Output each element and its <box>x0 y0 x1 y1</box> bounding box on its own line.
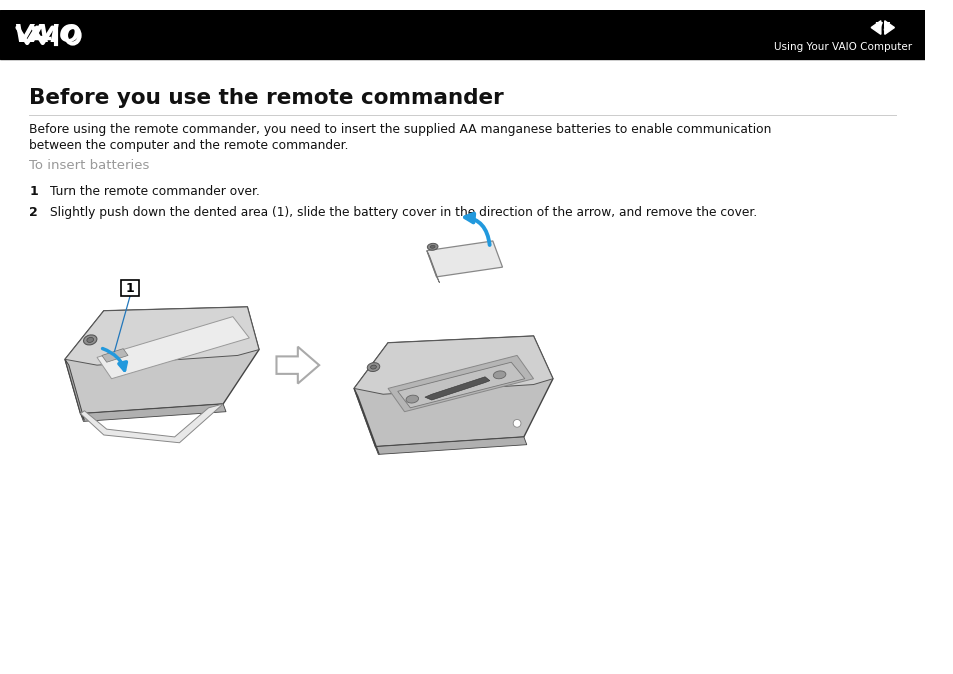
Polygon shape <box>426 241 502 277</box>
Ellipse shape <box>493 371 505 379</box>
Text: Turn the remote commander over.: Turn the remote commander over. <box>51 185 260 197</box>
Polygon shape <box>80 404 223 443</box>
Polygon shape <box>397 362 524 408</box>
Polygon shape <box>276 346 319 384</box>
Text: 75: 75 <box>873 21 891 34</box>
Polygon shape <box>65 307 259 365</box>
Polygon shape <box>388 355 533 412</box>
Ellipse shape <box>367 363 379 371</box>
Ellipse shape <box>370 365 376 369</box>
Polygon shape <box>102 348 128 362</box>
Polygon shape <box>426 251 439 282</box>
Text: Slightly push down the dented area (1), slide the battery cover in the direction: Slightly push down the dented area (1), … <box>51 206 757 219</box>
Text: between the computer and the remote commander.: between the computer and the remote comm… <box>30 139 348 152</box>
Circle shape <box>513 419 520 427</box>
Polygon shape <box>65 359 84 421</box>
Text: 1: 1 <box>126 282 134 295</box>
FancyBboxPatch shape <box>121 280 138 297</box>
Text: Before using the remote commander, you need to insert the supplied AA manganese : Before using the remote commander, you n… <box>30 123 771 135</box>
Polygon shape <box>80 404 226 421</box>
Ellipse shape <box>427 243 437 250</box>
Polygon shape <box>65 307 259 414</box>
Text: 2: 2 <box>30 206 38 219</box>
Ellipse shape <box>87 338 93 342</box>
Polygon shape <box>354 336 553 394</box>
Text: 1: 1 <box>30 185 38 197</box>
Polygon shape <box>354 388 379 454</box>
Polygon shape <box>354 336 553 447</box>
Text: Using Your VAIO Computer: Using Your VAIO Computer <box>773 42 911 52</box>
Polygon shape <box>97 317 249 379</box>
Text: To insert batteries: To insert batteries <box>30 160 150 173</box>
Polygon shape <box>870 21 880 34</box>
Text: Before you use the remote commander: Before you use the remote commander <box>30 88 503 108</box>
Text: VAIO: VAIO <box>13 24 81 47</box>
Ellipse shape <box>84 335 97 345</box>
Ellipse shape <box>430 245 435 248</box>
Polygon shape <box>883 21 894 34</box>
Polygon shape <box>424 377 490 400</box>
Polygon shape <box>375 437 526 454</box>
Bar <box>0 10 924 59</box>
Ellipse shape <box>406 395 418 403</box>
